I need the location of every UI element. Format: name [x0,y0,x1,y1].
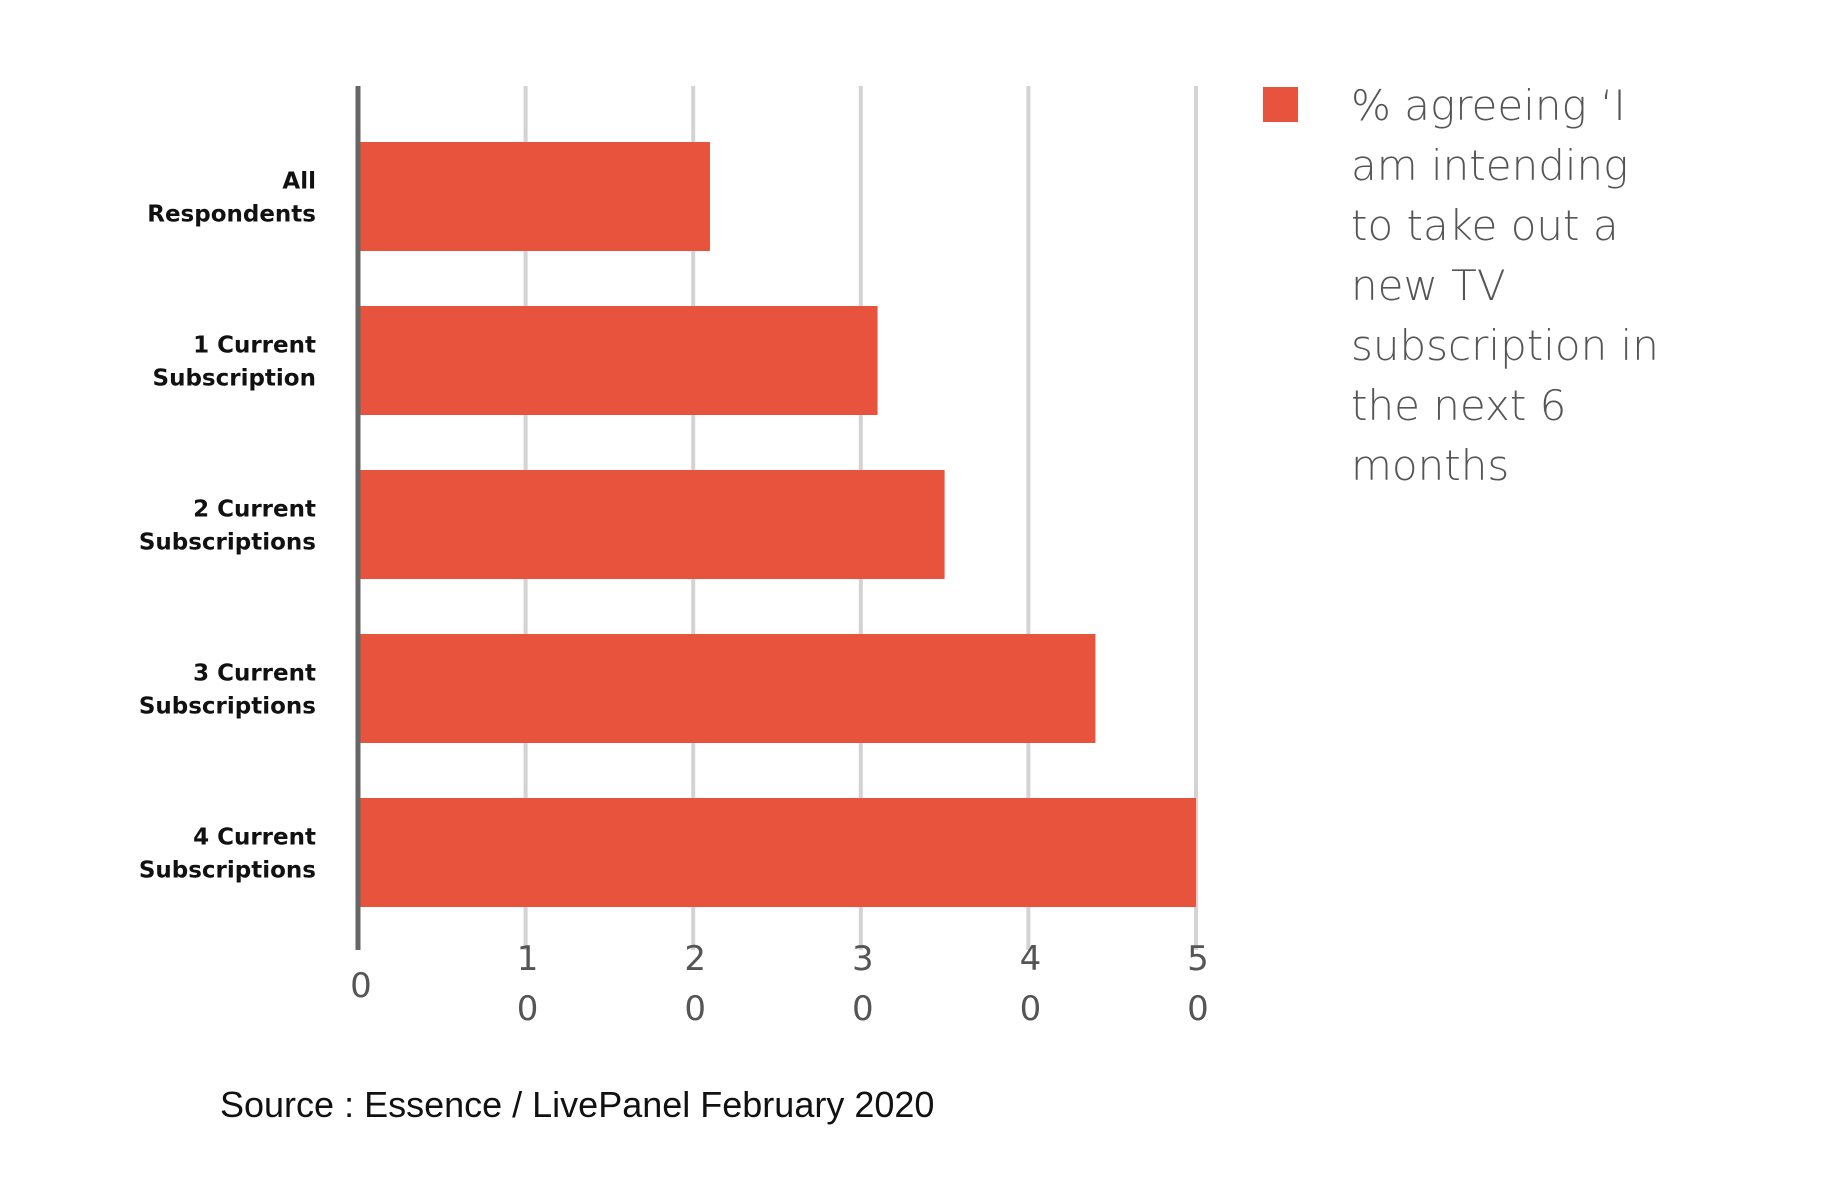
bar [358,798,1196,907]
x-tick-label: 0 [350,966,372,1006]
bar [358,306,878,415]
x-tick-label: 0 [852,989,874,1029]
category-label: 1 Current Subscription [153,333,316,392]
x-tick-label: 0 [517,989,539,1029]
category-label: All Respondents [147,169,316,228]
x-tick-label: 2 [684,939,706,979]
x-tick-label: 5 [1187,939,1209,979]
category-label: 2 Current Subscriptions [139,497,316,556]
x-tick-label: 0 [684,989,706,1029]
legend-label: % agreeing ‘I am intending to take out a… [1351,81,1659,490]
x-tick-label: 0 [1187,989,1209,1029]
legend-swatch [1263,87,1298,122]
x-tick-label: 3 [852,939,874,979]
category-label: 4 Current Subscriptions [139,825,316,884]
source-note: Source : Essence / LivePanel February 20… [220,1084,935,1125]
bar [358,142,710,251]
category-label: 3 Current Subscriptions [139,661,316,720]
x-tick-label: 0 [1020,989,1042,1029]
bar [358,470,945,579]
x-tick-label: 4 [1020,939,1042,979]
bar [358,634,1096,743]
x-tick-label: 1 [517,939,539,979]
